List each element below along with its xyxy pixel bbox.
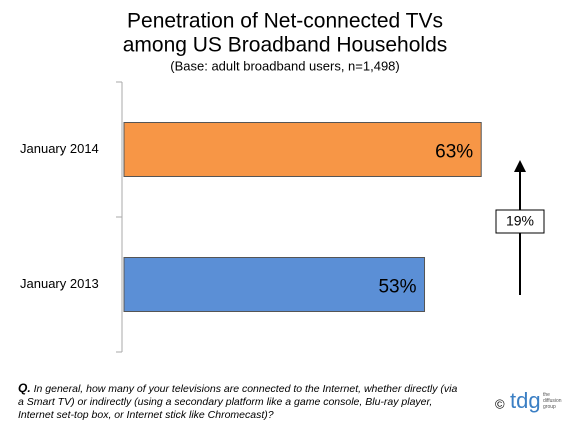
footnote: Q. In general, how many of your televisi… bbox=[18, 382, 466, 422]
footnote-text: In general, how many of your televisions… bbox=[18, 383, 458, 421]
chart-title: Penetration of Net-connected TVs bbox=[127, 10, 443, 33]
y-tick-label: January 2014 bbox=[20, 141, 99, 156]
bar bbox=[123, 122, 482, 177]
chart-title: among US Broadband Households bbox=[123, 34, 448, 57]
logo-sub-wrap: the diffusion group bbox=[543, 392, 562, 410]
logo: tdg bbox=[510, 388, 541, 413]
chart-subtitle: (Base: adult broadband users, n=1,498) bbox=[170, 58, 399, 73]
y-tick-label: January 2013 bbox=[20, 276, 99, 291]
logo-subtext: the diffusion group bbox=[543, 392, 562, 410]
value-label: 53% bbox=[378, 277, 416, 298]
copyright: © bbox=[495, 396, 505, 411]
annotation-box bbox=[495, 209, 545, 234]
value-label: 63% bbox=[435, 142, 473, 163]
annotation: 19% bbox=[506, 213, 534, 229]
arrow-head bbox=[514, 160, 526, 172]
bar bbox=[123, 257, 426, 312]
footnote-prefix: Q. bbox=[18, 381, 31, 395]
